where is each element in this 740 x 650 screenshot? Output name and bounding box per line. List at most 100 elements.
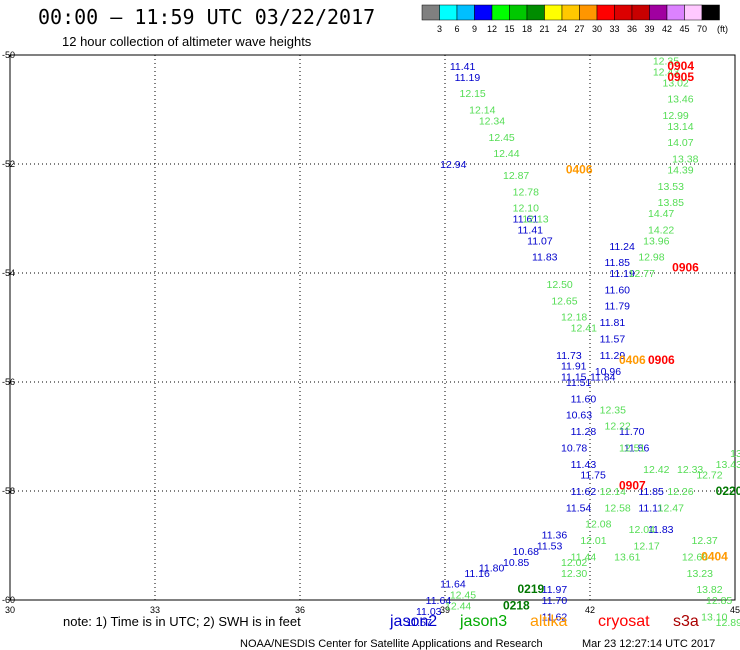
jason2-point: 11.85 bbox=[638, 486, 664, 498]
legend-jason3: jason3 bbox=[459, 613, 507, 630]
jason2-point: 11.60 bbox=[571, 393, 597, 405]
colorbar-legend: 3 6 9 12 15 18 21 24 27 30 33 36 39 42 45 70 bbox=[421, 4, 720, 34]
jason2-point: 11.54 bbox=[566, 502, 592, 514]
jason2-point: 11.64 bbox=[440, 579, 466, 591]
altika-point: 0406 bbox=[566, 162, 593, 176]
jason3-point: 12.68 bbox=[682, 551, 708, 563]
cryosat-point: 0904 bbox=[667, 59, 694, 73]
colorbar-label: 39 bbox=[644, 24, 654, 34]
jason3-point: 12.72 bbox=[696, 470, 722, 482]
jason3-point: 12.65 bbox=[551, 295, 577, 307]
colorbar-swatch bbox=[491, 4, 510, 21]
colorbar-swatch bbox=[456, 4, 475, 21]
colorbar-swatch bbox=[526, 4, 545, 21]
jason3-point: 12.43 bbox=[653, 66, 679, 78]
colorbar-label: 33 bbox=[609, 24, 619, 34]
y-tick-label: -54 bbox=[2, 268, 15, 278]
data-points: 11.4111.1912.9411.6111.4111.0711.8311.73… bbox=[406, 55, 740, 628]
markers-point: 0218 bbox=[503, 598, 530, 612]
jason3-point: 12.01 bbox=[580, 535, 606, 547]
altika-point: 0404 bbox=[701, 549, 728, 563]
jason3-point: 13.46 bbox=[667, 94, 693, 106]
jason3-point: 12.08 bbox=[585, 519, 611, 531]
jason3-point: 13.61 bbox=[614, 551, 640, 563]
jason3-point: 12.15 bbox=[460, 88, 486, 100]
colorbar-label: 45 bbox=[679, 24, 689, 34]
jason2-point: 11.61 bbox=[513, 214, 539, 226]
colorbar-swatch bbox=[596, 4, 615, 21]
footer-credit: NOAA/NESDIS Center for Satellite Applica… bbox=[240, 638, 543, 650]
x-tick-label: 36 bbox=[295, 605, 305, 615]
colorbar-swatch bbox=[544, 4, 563, 21]
jason2-point: 11.24 bbox=[609, 241, 635, 253]
cryosat-point: 0906 bbox=[648, 353, 675, 367]
jason3-point: 12.89 bbox=[716, 617, 740, 629]
jason3-point: 12.45 bbox=[450, 590, 476, 602]
jason3-point: 13.43 bbox=[716, 459, 740, 471]
colorbar-label: 27 bbox=[574, 24, 584, 34]
colorbar-swatch bbox=[631, 4, 650, 21]
colorbar-swatch bbox=[561, 4, 580, 21]
jason3-point: 12.02 bbox=[561, 557, 587, 569]
colorbar-swatch bbox=[439, 4, 458, 21]
jason3-point: 12.33 bbox=[677, 464, 703, 476]
jason2-point: 11.41 bbox=[518, 224, 544, 236]
jason2-point: 11.19 bbox=[455, 72, 481, 84]
y-tick-label: -58 bbox=[2, 486, 15, 496]
jason3-point: 14.07 bbox=[667, 137, 693, 149]
jason3-point: 12.35 bbox=[653, 55, 679, 67]
jason2-point: 10.96 bbox=[595, 366, 621, 378]
colorbar-label: 30 bbox=[592, 24, 602, 34]
y-tick-label: -52 bbox=[2, 159, 15, 169]
jason3-point: 12.34 bbox=[479, 115, 505, 127]
jason2-point: 11.41 bbox=[450, 61, 476, 73]
jason3-point: 14.47 bbox=[648, 208, 674, 220]
jason2-point: 10.68 bbox=[513, 546, 539, 558]
jason3-point: 12.44 bbox=[493, 148, 519, 160]
y-tick-label: -60 bbox=[2, 595, 15, 605]
jason3-point: 12.22 bbox=[605, 421, 631, 433]
colorbar-label: 12 bbox=[487, 24, 497, 34]
jason2-point: 10.63 bbox=[566, 410, 592, 422]
jason3-point: 12.51 bbox=[619, 442, 645, 454]
colorbar-swatch bbox=[649, 4, 668, 21]
jason3-point: 13.23 bbox=[687, 568, 713, 580]
jason3-point: 12.77 bbox=[629, 268, 655, 280]
jason3-point: 12.58 bbox=[605, 502, 631, 514]
jason3-point: 13.38 bbox=[672, 154, 698, 166]
jason2-point: 11.86 bbox=[624, 442, 650, 454]
jason2-point: 11.15 bbox=[561, 372, 587, 384]
jason2-point: 11.60 bbox=[605, 284, 631, 296]
jason2-point: 11.85 bbox=[605, 257, 631, 269]
footer-note: note: 1) Time is in UTC; 2) SWH is in fe… bbox=[63, 614, 301, 629]
jason2-point: 11.91 bbox=[561, 361, 587, 373]
jason2-point: 11.53 bbox=[537, 541, 563, 553]
tick-labels: 30 33 36 39 42 45 -50 -52 -54 -56 -58 -60 bbox=[2, 50, 740, 615]
colorbar-label: 70 bbox=[697, 24, 707, 34]
colorbar-unit: (ft) bbox=[717, 24, 728, 34]
jason3-point: 11.44 bbox=[571, 551, 597, 563]
jason2-point: 11.84 bbox=[590, 372, 616, 384]
colorbar-swatch bbox=[666, 4, 685, 21]
x-tick-label: 42 bbox=[585, 605, 595, 615]
jason3-point: 12.30 bbox=[561, 568, 587, 580]
jason3-point: 12.98 bbox=[638, 252, 664, 264]
jason2-point: 11.70 bbox=[619, 426, 645, 438]
jason3-point: 12.85 bbox=[706, 595, 732, 607]
jason3-point: 14.39 bbox=[667, 164, 693, 176]
jason3-point: 12.10 bbox=[513, 203, 539, 215]
jason2-point: 11.97 bbox=[542, 584, 568, 596]
jason2-point: 11.83 bbox=[532, 252, 558, 264]
jason2-point: 11.70 bbox=[542, 595, 568, 607]
markers-point: 0220 bbox=[716, 484, 740, 498]
jason3-point: 12.41 bbox=[571, 323, 597, 335]
gridlines bbox=[9, 54, 736, 601]
colorbar-label: 6 bbox=[454, 24, 459, 34]
jason3-point: 12.14 bbox=[600, 486, 626, 498]
jason3-point: 14.22 bbox=[648, 224, 674, 236]
markers-point: 0219 bbox=[518, 582, 545, 596]
jason2-point: 11.73 bbox=[556, 350, 582, 362]
jason3-point: 12.99 bbox=[663, 110, 689, 122]
colorbar-swatch bbox=[474, 4, 493, 21]
